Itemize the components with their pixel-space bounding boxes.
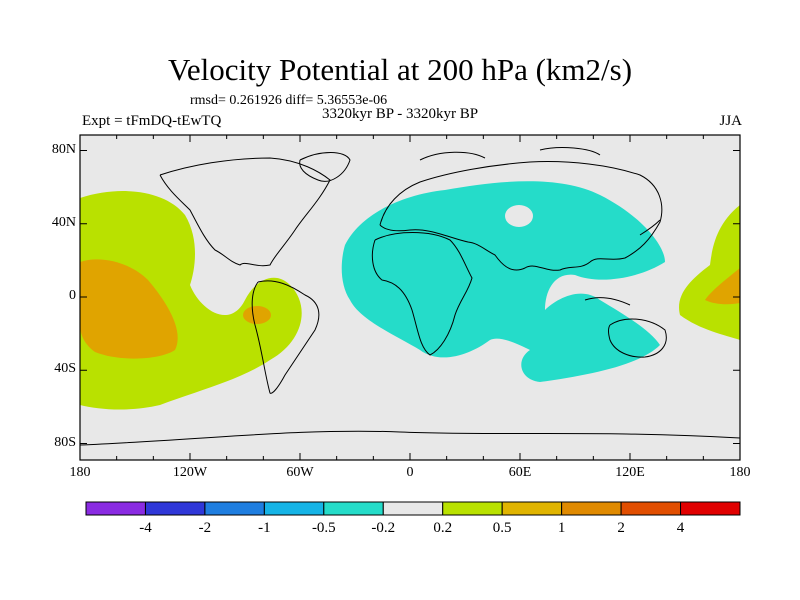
colorbar-label: 0.2 — [433, 520, 453, 536]
colorbar-swatch — [442, 501, 503, 516]
lat-label: 40S — [54, 361, 76, 377]
tibet-hole — [505, 205, 533, 227]
colorbar-swatch — [501, 501, 563, 516]
lon-label: 0 — [406, 465, 414, 480]
colorbar-swatch — [620, 501, 682, 516]
axis-ticks — [79, 135, 741, 460]
lon-label: 180 — [729, 465, 751, 480]
lon-label: 120E — [615, 465, 645, 480]
lon-label: 180 — [69, 465, 91, 480]
map-title: Velocity Potential at 200 hPa (km2/s) — [167, 52, 633, 87]
experiment-label: Expt = tFmDQ-tEwTQ — [82, 113, 222, 129]
colorbar-swatch — [323, 501, 384, 516]
colorbar-label: 0.5 — [492, 520, 512, 536]
pacific-west-core — [80, 259, 178, 359]
lon-label: 60E — [508, 465, 532, 480]
peru-core — [243, 306, 271, 324]
colorbar-label: 4 — [676, 520, 685, 536]
colorbar-swatch — [263, 501, 325, 516]
lat-label: 80S — [54, 434, 76, 450]
colorbar-swatch — [680, 501, 741, 516]
colorbar — [85, 501, 741, 516]
pacific-east-positive-region — [679, 205, 740, 340]
season-label: JJA — [719, 113, 742, 129]
colorbar-label: -0.2 — [371, 520, 396, 536]
lat-label: 80N — [51, 141, 76, 157]
lon-label: 120W — [172, 465, 208, 480]
pacific-east-core — [705, 268, 740, 305]
lat-label: 40N — [51, 214, 76, 230]
colorbar-swatch — [144, 501, 206, 516]
africa-asia-negative-region — [341, 181, 665, 382]
stats-text: rmsd= 0.261926 diff= 5.36553e-06 — [190, 93, 388, 108]
lat-label: 0 — [69, 288, 76, 303]
colorbar-swatch — [204, 501, 265, 516]
coastlines — [79, 147, 741, 446]
colorbar-swatch — [561, 501, 622, 516]
lon-label: 60W — [286, 465, 314, 480]
colorbar-swatch — [382, 501, 444, 516]
colorbar-label: -0.5 — [311, 520, 336, 536]
colorbar-swatch — [85, 501, 146, 516]
colorbar-label: 2 — [617, 520, 625, 536]
colorbar-label: -1 — [258, 520, 271, 536]
colorbar-label: -2 — [198, 520, 212, 536]
colorbar-label: -4 — [139, 520, 152, 536]
period-label: 3320kyr BP - 3320kyr BP — [322, 106, 479, 122]
colorbar-label: 1 — [557, 520, 566, 536]
